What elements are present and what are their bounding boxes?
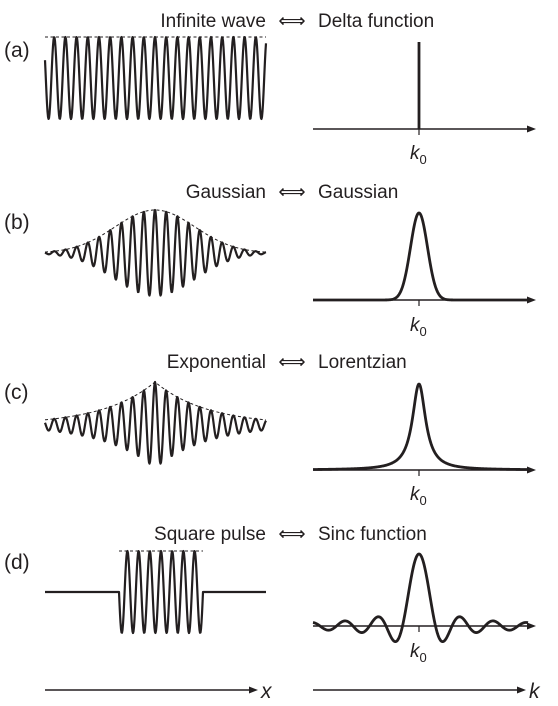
panel-a: (a) Infinite wave ⟺ Delta function k0 xyxy=(4,11,536,167)
panel-b-right-title: Gaussian xyxy=(318,182,398,203)
panel-d-equivalence-arrow: ⟺ xyxy=(278,524,305,545)
panel-c-k0-label: k0 xyxy=(410,484,427,508)
panel-c-k-axis-arrowhead xyxy=(527,467,536,474)
panel-b-label: (b) xyxy=(4,211,30,234)
panel-c-label: (c) xyxy=(4,381,29,404)
panel-d-k0-label: k0 xyxy=(410,641,427,665)
x-axis-label: x xyxy=(260,680,273,703)
panel-b-equivalence-arrow: ⟺ xyxy=(278,182,305,203)
panel-b-k-axis-arrowhead xyxy=(527,297,536,304)
panel-c-left-title: Exponential xyxy=(167,352,266,373)
panel-d-left-title: Square pulse xyxy=(154,524,266,545)
bottom-axes: x k xyxy=(45,680,541,703)
panel-a-label: (a) xyxy=(4,39,30,62)
x-axis-arrowhead xyxy=(249,687,258,694)
panel-a-right-title: Delta function xyxy=(318,11,434,32)
panel-a-infinite-wave xyxy=(45,37,266,119)
panel-d: (d) Square pulse ⟺ Sinc function k0 xyxy=(4,524,536,665)
panel-d-square-pulse-wave xyxy=(45,551,266,633)
panel-c-lorentzian-spectrum xyxy=(313,384,528,470)
panel-d-k-axis-arrowhead xyxy=(527,623,536,630)
panel-b-gaussian-spectrum xyxy=(313,213,528,300)
panel-a-left-title: Infinite wave xyxy=(160,11,266,32)
panel-c: (c) Exponential ⟺ Lorentzian k0 xyxy=(4,352,536,508)
panel-b: (b) Gaussian ⟺ Gaussian k0 xyxy=(4,182,536,339)
panel-b-k0-label: k0 xyxy=(410,315,427,339)
panel-a-k0-label: k0 xyxy=(410,143,427,167)
panel-c-exponential-wave xyxy=(45,382,266,464)
panel-a-k-axis-arrowhead xyxy=(527,126,536,133)
panel-a-equivalence-arrow: ⟺ xyxy=(278,11,305,32)
k-axis-arrowhead xyxy=(517,687,526,694)
panel-d-label: (d) xyxy=(4,551,30,574)
panel-b-gaussian-wave xyxy=(45,210,266,296)
panel-c-equivalence-arrow: ⟺ xyxy=(278,352,305,373)
panel-b-left-title: Gaussian xyxy=(186,182,266,203)
k-axis-label: k xyxy=(529,680,541,703)
panel-d-right-title: Sinc function xyxy=(318,524,427,545)
panel-c-right-title: Lorentzian xyxy=(318,352,407,373)
panel-d-sinc-spectrum xyxy=(313,554,528,642)
